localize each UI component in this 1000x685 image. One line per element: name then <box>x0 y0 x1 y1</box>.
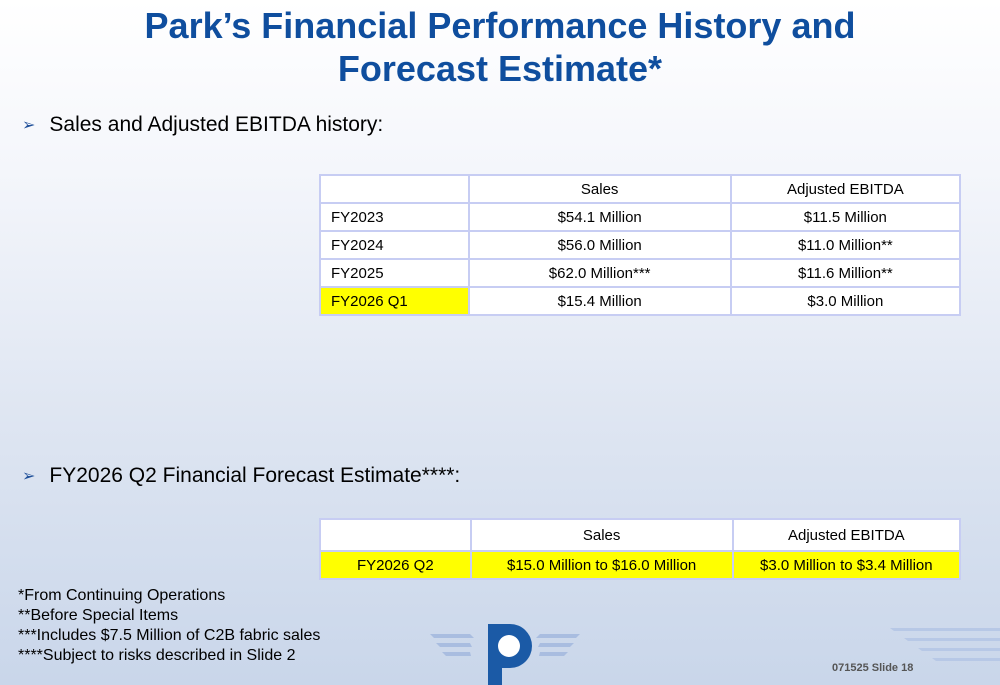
footnotes: *From Continuing Operations **Before Spe… <box>18 586 320 666</box>
sales-cell-highlighted: $15.0 Million to $16.0 Million <box>469 550 734 580</box>
header-cell-sales: Sales <box>467 174 732 204</box>
footnote: ***Includes $7.5 Million of C2B fabric s… <box>18 627 321 644</box>
sales-cell: $54.1 Million <box>467 202 732 232</box>
forecast-table: Sales Adjusted EBITDA FY2026 Q2 $15.0 Mi… <box>319 518 962 580</box>
decorative-stripes-icon <box>890 628 1000 661</box>
park-p-logo-icon <box>430 624 580 685</box>
period-cell-highlighted: FY2026 Q2 <box>319 550 472 580</box>
period-cell: FY2023 <box>319 202 470 232</box>
title-line-1: Park’s Financial Performance History and <box>144 5 856 46</box>
history-bullet: ➢ Sales and Adjusted EBITDA history: <box>22 113 383 137</box>
table-row: FY2026 Q2 $15.0 Million to $16.0 Million… <box>319 550 962 580</box>
sales-cell: $56.0 Million <box>467 230 732 260</box>
period-cell-highlighted: FY2026 Q1 <box>319 286 470 316</box>
ebitda-cell: $11.5 Million <box>729 202 962 232</box>
footnote: *From Continuing Operations <box>18 587 226 604</box>
slide-title: Park’s Financial Performance History and… <box>0 4 1000 90</box>
table-header-row: Sales Adjusted EBITDA <box>319 518 962 552</box>
history-bullet-text: Sales and Adjusted EBITDA history: <box>49 113 384 136</box>
arrowhead-right-icon: ➢ <box>22 117 36 134</box>
table-row: FY2024 $56.0 Million $11.0 Million** <box>319 230 962 260</box>
header-cell-ebitda: Adjusted EBITDA <box>731 518 962 552</box>
arrowhead-right-icon: ➢ <box>22 468 36 485</box>
sales-cell: $15.4 Million <box>467 286 732 316</box>
slide-number: 071525 Slide 18 <box>832 662 914 674</box>
sales-cell: $62.0 Million*** <box>467 258 732 288</box>
footnote: ****Subject to risks described in Slide … <box>18 647 296 664</box>
title-line-2: Forecast Estimate* <box>337 48 663 89</box>
table-row: FY2025 $62.0 Million*** $11.6 Million** <box>319 258 962 288</box>
table-header-row: Sales Adjusted EBITDA <box>319 174 962 204</box>
footnote: **Before Special Items <box>18 607 179 624</box>
ebitda-cell-highlighted: $3.0 Million to $3.4 Million <box>731 550 962 580</box>
header-cell-ebitda: Adjusted EBITDA <box>729 174 962 204</box>
header-cell <box>319 518 472 552</box>
period-cell: FY2025 <box>319 258 470 288</box>
header-cell <box>319 174 470 204</box>
history-table: Sales Adjusted EBITDA FY2023 $54.1 Milli… <box>319 174 962 316</box>
period-cell: FY2024 <box>319 230 470 260</box>
ebitda-cell: $3.0 Million <box>729 286 962 316</box>
ebitda-cell: $11.0 Million** <box>729 230 962 260</box>
header-cell-sales: Sales <box>469 518 734 552</box>
forecast-bullet-text: FY2026 Q2 Financial Forecast Estimate***… <box>49 464 461 487</box>
forecast-bullet: ➢ FY2026 Q2 Financial Forecast Estimate*… <box>22 464 460 488</box>
ebitda-cell: $11.6 Million** <box>729 258 962 288</box>
table-row: FY2023 $54.1 Million $11.5 Million <box>319 202 962 232</box>
table-row: FY2026 Q1 $15.4 Million $3.0 Million <box>319 286 962 316</box>
